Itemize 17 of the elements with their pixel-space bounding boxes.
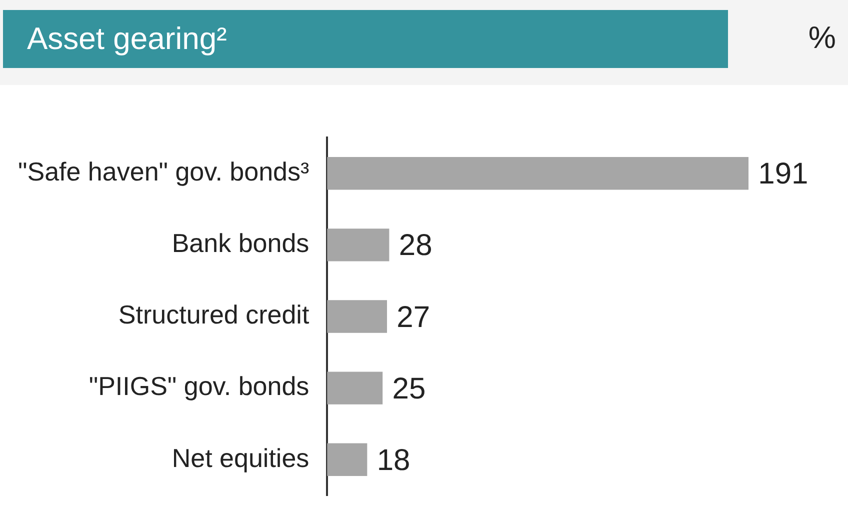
data-label: 18 (376, 444, 410, 477)
y-tick-label: "Safe haven" gov. bonds³ (18, 156, 310, 187)
y-tick-label: Bank bonds (172, 228, 310, 258)
text: % (808, 20, 836, 56)
data-label: 27 (396, 300, 430, 334)
bar (327, 443, 368, 476)
chart-title: Asset gearing² (3, 10, 728, 68)
data-label: 191 (758, 158, 808, 191)
y-tick-label: "PIIGS" gov. bonds (88, 371, 310, 402)
bar (327, 228, 390, 262)
data-label: 28 (398, 229, 432, 262)
data-label: 25 (392, 372, 426, 406)
bar (327, 300, 388, 333)
y-tick-label: Structured credit (118, 300, 310, 330)
y-tick-label: Net equities (172, 442, 310, 473)
bar (327, 157, 748, 190)
bar (327, 372, 383, 404)
